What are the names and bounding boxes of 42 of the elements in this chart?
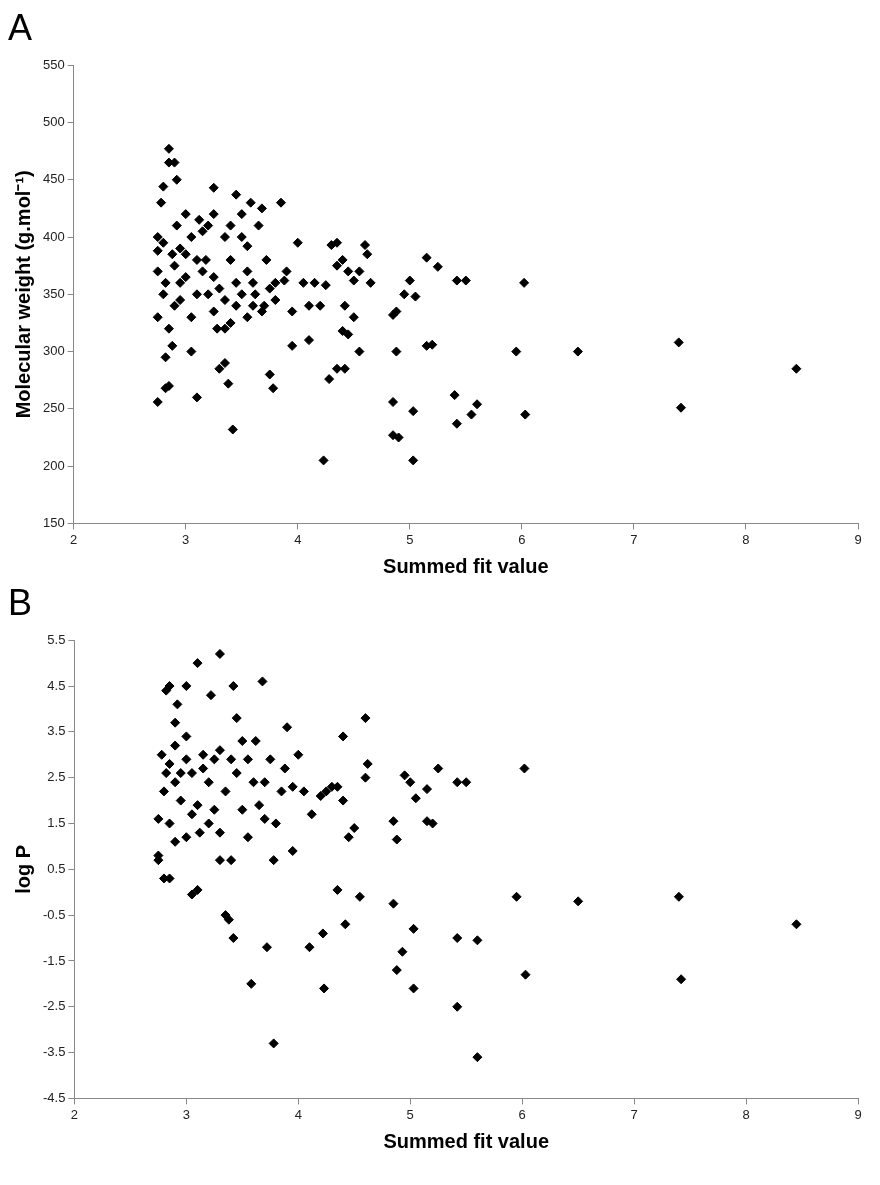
chart-title: B [8,581,33,623]
y-tick-label: 450 [42,171,65,187]
y-tick-label: -1.5 [42,952,66,968]
y-tick-label: 5.5 [47,631,66,647]
y-tick-label: 4.5 [47,677,66,693]
x-tick-label: 7 [630,531,638,547]
y-tick-label: 300 [42,343,65,359]
y-tick-label: -4.5 [42,1089,66,1105]
x-tick-label: 4 [294,531,302,547]
x-tick-label: 9 [854,531,862,547]
x-axis-title: Summed fit value [383,1129,550,1152]
x-tick-label: 2 [70,531,78,547]
y-tick-label: 250 [42,400,65,416]
x-axis-title: Summed fit value [383,554,549,577]
y-tick-label: 550 [42,56,65,72]
chart-title: A [8,6,33,48]
x-tick-label: 6 [518,531,526,547]
x-tick-label: 5 [406,1106,414,1122]
x-tick-label: 5 [406,531,414,547]
x-tick-label: 8 [742,531,750,547]
y-tick-label: 2.5 [47,769,66,785]
x-tick-label: 9 [854,1106,862,1122]
y-tick-label: -2.5 [42,998,66,1014]
x-tick-label: 3 [182,1106,190,1122]
x-tick-label: 8 [742,1106,750,1122]
y-tick-label: 200 [42,457,65,473]
x-tick-label: 4 [294,1106,302,1122]
x-tick-label: 7 [630,1106,638,1122]
y-tick-label: 1.5 [47,815,66,831]
y-tick-label: 150 [42,514,65,530]
y-tick-label: 3.5 [47,723,66,739]
x-tick-label: 3 [182,531,190,547]
y-tick-label: -3.5 [42,1044,66,1060]
y-tick-label: -0.5 [42,906,66,922]
y-axis-title: Molecular weight (g.mol⁻¹) [11,170,34,419]
y-axis-title: log P [11,844,34,894]
x-tick-label: 6 [518,1106,526,1122]
y-tick-label: 400 [42,228,65,244]
x-tick-label: 2 [70,1106,79,1122]
y-tick-label: 350 [42,285,65,301]
y-tick-label: 0.5 [47,860,66,876]
y-tick-label: 500 [42,114,65,130]
